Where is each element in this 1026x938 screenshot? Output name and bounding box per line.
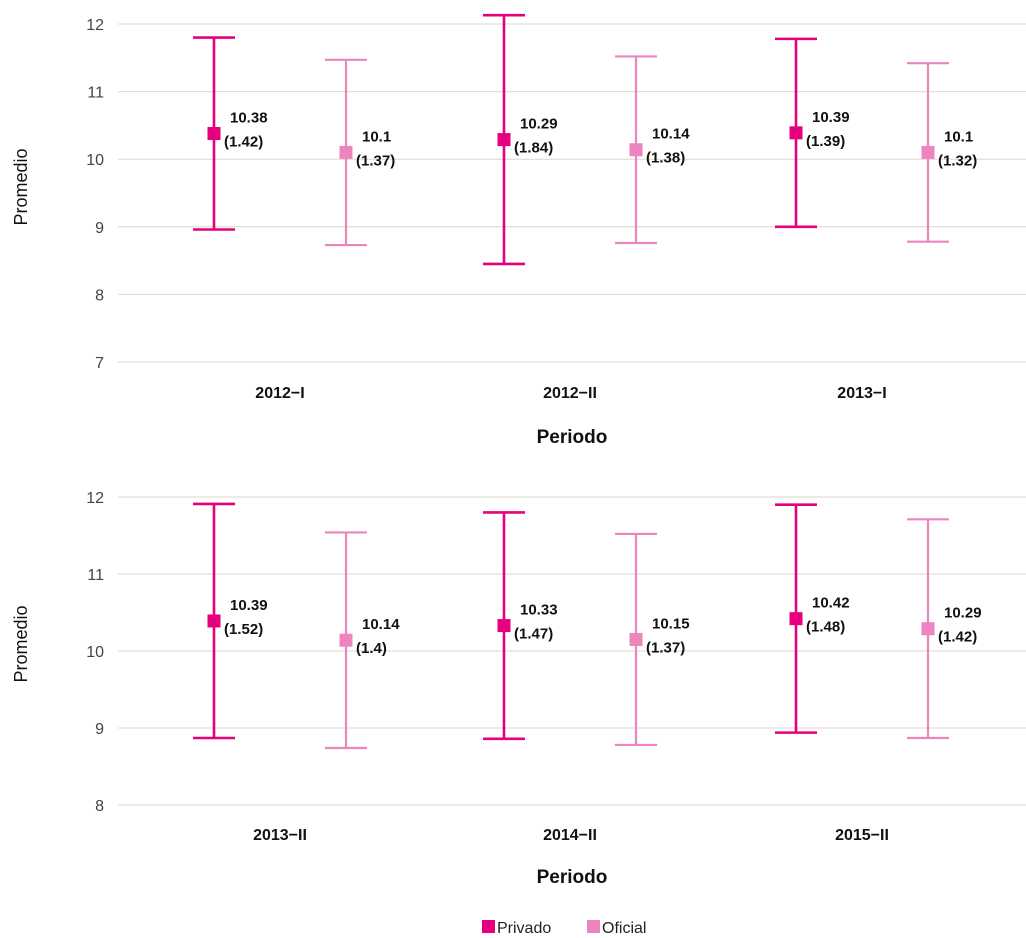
mean-point-privado: [207, 127, 221, 141]
mean-point-oficial: [339, 633, 353, 647]
errorbar-privado-2012-i: 10.38 (1.42): [193, 36, 268, 231]
data-label-sd: (1.52): [224, 621, 263, 638]
mean-point-oficial: [629, 143, 643, 157]
data-label-sd: (1.42): [938, 629, 977, 646]
data-label-mean: 10.1: [944, 128, 973, 145]
mean-point-privado: [207, 614, 221, 628]
y-tick-label: 9: [95, 721, 104, 738]
data-label-sd: (1.84): [514, 140, 553, 157]
data-label-mean: 10.29: [944, 605, 982, 622]
x-axis-title: Periodo: [537, 867, 608, 888]
data-label-sd: (1.4): [356, 640, 387, 657]
legend-label-privado: Privado: [497, 920, 551, 937]
mean-point-privado: [789, 126, 803, 140]
mean-point-privado: [789, 612, 803, 626]
data-label-sd: (1.32): [938, 152, 977, 169]
errorbar-oficial-2012-i: 10.1 (1.37): [325, 58, 395, 247]
y-tick-label: 12: [86, 490, 104, 507]
data-label-sd: (1.47): [514, 626, 553, 643]
mean-point-oficial: [629, 632, 643, 646]
mean-point-privado: [497, 619, 511, 633]
x-category-label: 2013−I: [837, 385, 886, 402]
chart-panel-bottom: 8 9 10 11 12 Promedio 2013−II 2014−II 2015−II Per…: [11, 490, 1026, 888]
x-category-label: 2014−II: [543, 827, 597, 844]
y-tick-label: 12: [86, 17, 104, 34]
x-category-label: 2012−I: [255, 385, 304, 402]
errorbar-oficial-2013-ii: 10.14 (1.4): [325, 531, 400, 750]
errorbar-privado-2012-ii: 10.29 (1.84): [483, 13, 558, 266]
legend-label-oficial: Oficial: [602, 920, 646, 937]
errorbar-oficial-2014-ii: 10.15 (1.37): [615, 532, 690, 747]
errorbar-oficial-2015-ii: 10.29 (1.42): [907, 518, 982, 740]
data-label-sd: (1.37): [646, 639, 685, 656]
mean-point-privado: [497, 133, 511, 147]
y-axis-title: Promedio: [11, 148, 31, 225]
y-tick-label: 11: [87, 85, 104, 102]
errorbar-oficial-2012-ii: 10.14 (1.38): [615, 55, 690, 245]
y-tick-label: 10: [86, 644, 104, 661]
errorbar-privado-2015-ii: 10.42 (1.48): [775, 503, 850, 734]
chart-panel-top: 7 8 9 10 11 12 Promedio 2012−I 2012−II 2013−I Peri…: [11, 13, 1026, 448]
errorbar-privado-2014-ii: 10.33 (1.47): [483, 511, 558, 741]
data-label-mean: 10.42: [812, 595, 850, 612]
data-label-mean: 10.39: [230, 597, 268, 614]
x-category-label: 2013−II: [253, 827, 307, 844]
data-label-sd: (1.37): [356, 152, 395, 169]
data-label-mean: 10.39: [812, 109, 850, 126]
errorbar-privado-2013-ii: 10.39 (1.52): [193, 502, 268, 740]
data-label-mean: 10.14: [652, 126, 690, 143]
data-label-sd: (1.39): [806, 133, 845, 150]
legend-swatch-privado: [482, 920, 495, 933]
data-label-sd: (1.38): [646, 150, 685, 167]
mean-point-oficial: [339, 145, 353, 159]
data-label-mean: 10.29: [520, 116, 558, 133]
errorbar-oficial-2013-i: 10.1 (1.32): [907, 62, 977, 243]
errorbar-privado-2013-i: 10.39 (1.39): [775, 37, 850, 229]
y-tick-label: 8: [95, 287, 104, 304]
data-label-mean: 10.33: [520, 602, 558, 619]
x-category-label: 2012−II: [543, 385, 597, 402]
data-label-mean: 10.14: [362, 616, 400, 633]
x-category-label: 2015−II: [835, 827, 889, 844]
data-label-mean: 10.1: [362, 128, 391, 145]
y-tick-label: 8: [95, 798, 104, 815]
mean-point-oficial: [921, 145, 935, 159]
y-tick-label: 9: [95, 220, 104, 237]
legend: Privado Oficial: [482, 920, 646, 937]
mean-point-oficial: [921, 622, 935, 636]
y-axis-title: Promedio: [11, 605, 31, 682]
data-label-mean: 10.15: [652, 615, 690, 632]
legend-swatch-oficial: [587, 920, 600, 933]
data-label-mean: 10.38: [230, 110, 268, 127]
y-tick-label: 11: [87, 567, 104, 584]
y-tick-label: 7: [95, 355, 104, 372]
data-label-sd: (1.48): [806, 619, 845, 636]
x-axis-title: Periodo: [537, 427, 608, 448]
y-tick-label: 10: [86, 152, 104, 169]
data-label-sd: (1.42): [224, 134, 263, 151]
